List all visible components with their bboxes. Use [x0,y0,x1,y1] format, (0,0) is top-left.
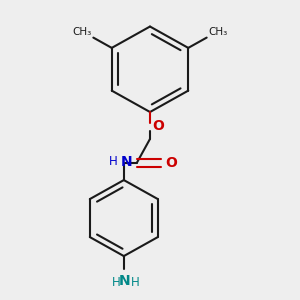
Text: H: H [131,276,140,289]
Text: CH₃: CH₃ [208,27,227,37]
Text: CH₃: CH₃ [73,27,92,37]
Text: N: N [121,155,132,169]
Text: O: O [165,156,177,170]
Text: H: H [112,276,121,289]
Text: O: O [152,119,164,133]
Text: N: N [119,274,130,288]
Text: H: H [109,154,117,168]
